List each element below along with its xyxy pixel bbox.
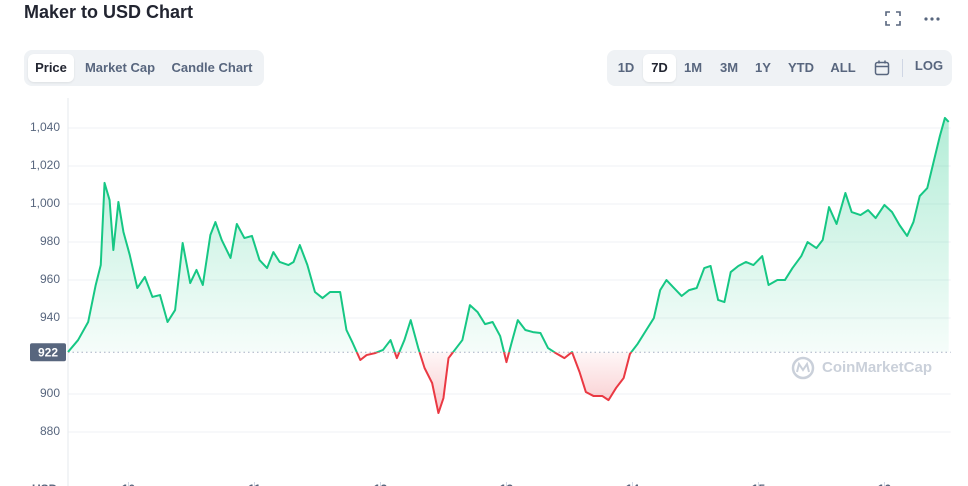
y-tick-label: 960: [40, 272, 60, 286]
y-tick-label: 880: [40, 424, 60, 438]
range-button[interactable]: 1Y: [755, 60, 771, 75]
y-tick-label: 940: [40, 310, 60, 324]
x-tick-label: 12: [374, 482, 388, 486]
area-up: [68, 117, 949, 353]
range-button[interactable]: 7D: [643, 54, 676, 82]
watermark-text: CoinMarketCap: [822, 359, 932, 376]
baseline-label-box: [30, 343, 66, 362]
x-tick-label: 13: [500, 482, 514, 486]
watermark: CoinMarketCap: [791, 356, 932, 380]
range-group: 1D 7D 1M 3M 1Y YTD ALL LOG: [607, 50, 952, 86]
tab-group: Price Market Cap Candle Chart: [24, 50, 264, 86]
y-tick-label: 1,000: [30, 196, 60, 210]
tab[interactable]: Market Cap: [84, 60, 156, 75]
x-tick-label: 16: [878, 482, 892, 486]
price-line-up: [67, 116, 950, 353]
divider: [902, 59, 903, 77]
x-tick-label: 10: [122, 482, 136, 486]
y-tick-label: 980: [40, 234, 60, 248]
log-toggle[interactable]: LOG: [914, 58, 944, 73]
x-tick-label: 11: [248, 482, 261, 486]
x-unit-label: USD: [32, 482, 58, 486]
area-down: [356, 352, 632, 414]
page-title: Maker to USD Chart: [24, 2, 194, 22]
y-tick-label: 900: [40, 386, 60, 400]
x-tick-label: 14: [626, 482, 640, 486]
tab[interactable]: Price: [28, 54, 74, 82]
y-tick-label: 1,040: [30, 120, 60, 134]
range-button[interactable]: 1D: [617, 60, 635, 75]
baseline-label: 922: [38, 345, 58, 359]
range-button[interactable]: ALL: [830, 60, 856, 75]
range-button[interactable]: YTD: [788, 60, 814, 75]
calendar-icon[interactable]: [874, 60, 890, 76]
range-button[interactable]: 1M: [683, 60, 703, 75]
y-tick-label: 1,020: [30, 158, 60, 172]
x-tick-label: 15: [752, 482, 766, 486]
tab[interactable]: Candle Chart: [171, 60, 253, 75]
range-button[interactable]: 3M: [719, 60, 739, 75]
